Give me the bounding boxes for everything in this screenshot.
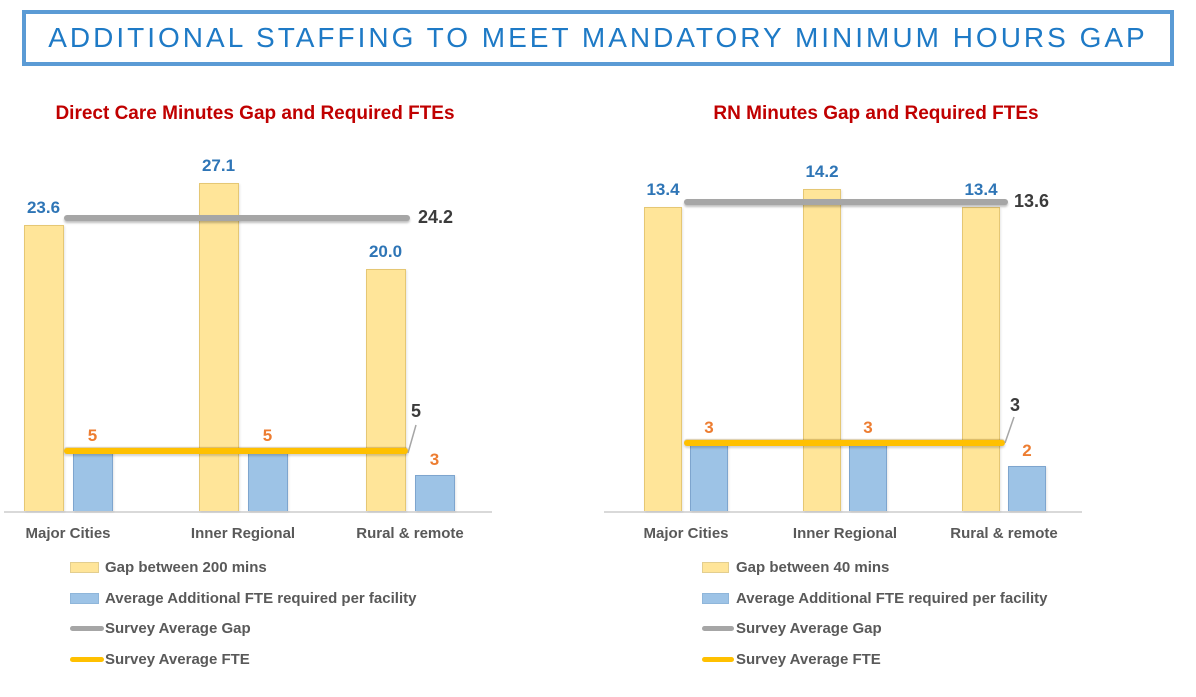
survey-average-gap-value-label: 13.6 bbox=[1014, 191, 1050, 212]
fte-value-label: 5 bbox=[87, 425, 98, 445]
legend-label: Average Additional FTE required per faci… bbox=[105, 589, 417, 607]
survey-average-gap-line bbox=[684, 199, 1008, 206]
survey-average-fte-value-label: 3 bbox=[1010, 395, 1021, 415]
fte-bar bbox=[1008, 465, 1046, 511]
chart-title: RN Minutes Gap and Required FTEs bbox=[713, 103, 1039, 124]
gap-value-label: 14.2 bbox=[805, 161, 839, 181]
title-banner: ADDITIONAL STAFFING TO MEET MANDATORY MI… bbox=[22, 10, 1174, 66]
fte-value-label: 5 bbox=[262, 425, 273, 445]
fte-value-label: 3 bbox=[429, 449, 440, 469]
legend-swatch-bar-fte bbox=[702, 592, 729, 604]
category-label: Major Cities bbox=[25, 525, 111, 542]
legend-label: Survey Average Gap bbox=[736, 620, 882, 637]
gap-value-label: 13.4 bbox=[964, 179, 998, 199]
fte-bar bbox=[414, 474, 455, 511]
chart-title: Direct Care Minutes Gap and Required FTE… bbox=[55, 103, 455, 124]
gap-value-label: 27.1 bbox=[201, 156, 236, 176]
gap-bar bbox=[962, 206, 1000, 511]
legend-label: Survey Average FTE bbox=[105, 650, 250, 668]
category-label: Inner Regional bbox=[190, 525, 296, 542]
fte-bar bbox=[72, 450, 113, 511]
x-axis-line bbox=[4, 511, 492, 513]
page-title: ADDITIONAL STAFFING TO MEET MANDATORY MI… bbox=[48, 22, 1148, 53]
category-label: Major Cities bbox=[643, 525, 729, 542]
leader-line bbox=[1004, 416, 1015, 444]
survey-average-fte-value-label: 5 bbox=[411, 401, 422, 421]
fte-bar bbox=[247, 450, 288, 511]
legend-label: Survey Average Gap bbox=[105, 620, 251, 637]
fte-value-label: 2 bbox=[1022, 440, 1032, 460]
leader-line bbox=[407, 424, 417, 454]
legend-label: Average Additional FTE required per faci… bbox=[736, 589, 1048, 607]
survey-average-fte-line bbox=[684, 439, 1005, 446]
gap-bar bbox=[803, 188, 841, 511]
gap-bar bbox=[365, 269, 406, 511]
gap-value-label: 13.4 bbox=[646, 179, 680, 199]
gap-value-label: 20.0 bbox=[368, 242, 403, 261]
legend-swatch-line-gold bbox=[702, 656, 734, 662]
gap-bar bbox=[23, 225, 64, 511]
gap-value-label: 23.6 bbox=[26, 198, 61, 218]
survey-average-fte-line bbox=[64, 447, 408, 454]
gap-bar bbox=[198, 183, 239, 511]
legend-swatch-line-gold bbox=[70, 656, 104, 662]
category-label: Inner Regional bbox=[792, 525, 898, 542]
legend-swatch-line-gray bbox=[70, 626, 104, 631]
survey-average-gap-value-label: 24.2 bbox=[418, 207, 454, 228]
gap-bar bbox=[644, 206, 682, 511]
fte-bar bbox=[849, 442, 887, 511]
fte-value-label: 3 bbox=[704, 417, 714, 437]
fte-value-label: 3 bbox=[863, 417, 873, 437]
legend-label: Survey Average FTE bbox=[736, 650, 881, 668]
legend-swatch-bar-fte bbox=[70, 592, 99, 604]
category-label: Rural & remote bbox=[356, 525, 464, 542]
fte-bar bbox=[690, 442, 728, 511]
legend-swatch-bar-gap bbox=[70, 562, 99, 573]
legend-swatch-line-gray bbox=[702, 626, 734, 631]
legend-label: Gap between 40 mins bbox=[736, 559, 890, 576]
x-axis-line bbox=[604, 511, 1082, 513]
legend-swatch-bar-gap bbox=[702, 562, 729, 573]
category-label: Rural & remote bbox=[950, 525, 1058, 542]
legend-label: Gap between 200 mins bbox=[105, 559, 267, 576]
survey-average-gap-line bbox=[64, 215, 410, 222]
